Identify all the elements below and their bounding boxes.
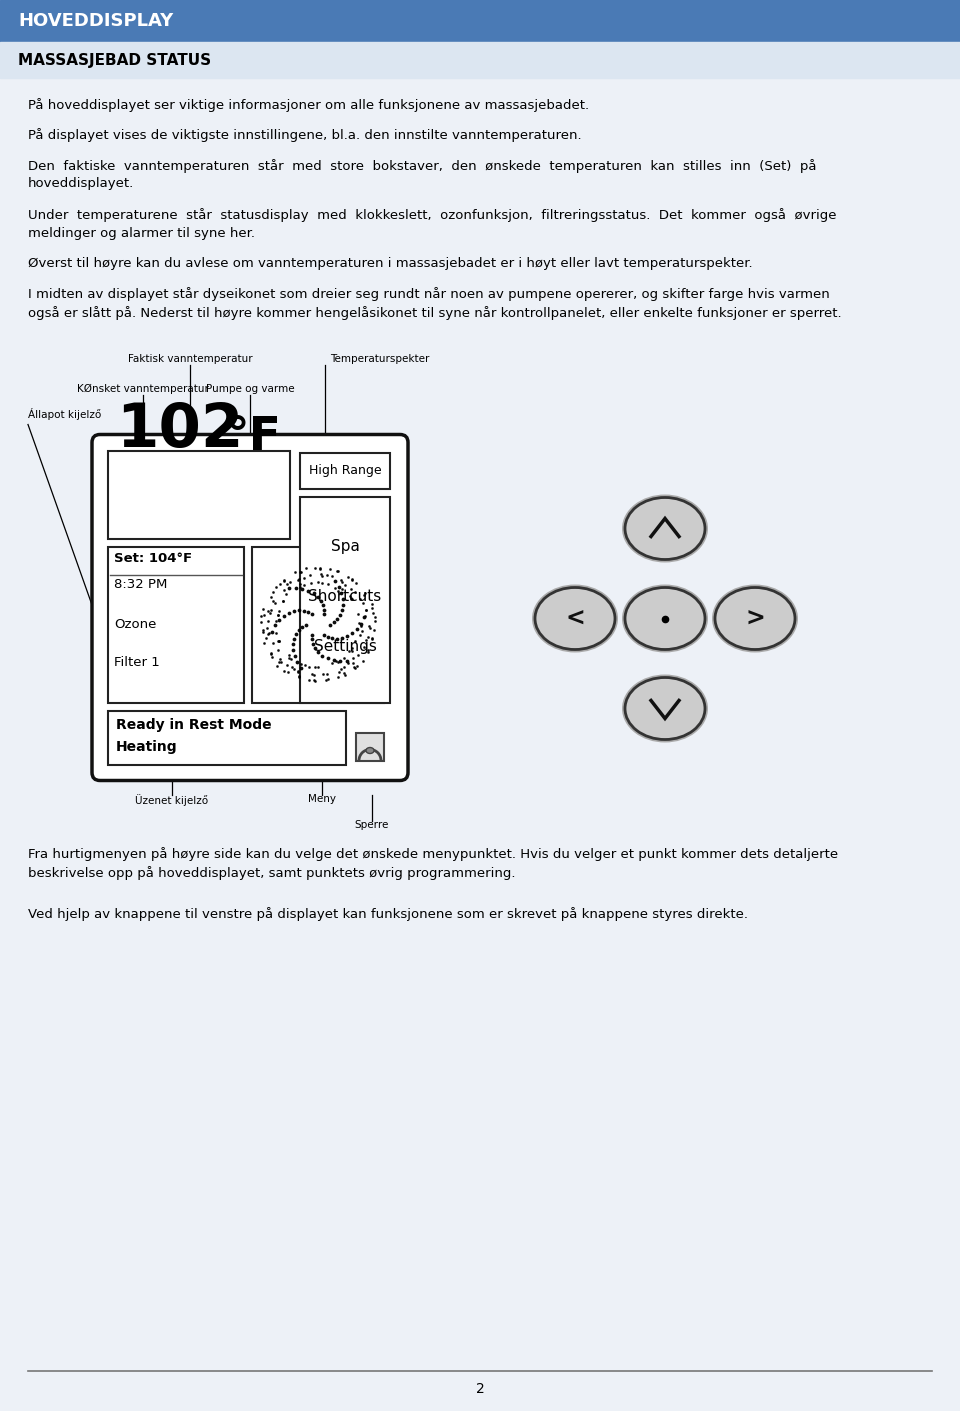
Text: <: < (565, 607, 585, 631)
Text: Ozone: Ozone (114, 618, 156, 632)
Text: Heating: Heating (116, 741, 178, 755)
Text: Ready in Rest Mode: Ready in Rest Mode (116, 718, 272, 732)
Ellipse shape (715, 587, 795, 649)
Text: MASSASJEBAD STATUS: MASSASJEBAD STATUS (18, 52, 211, 68)
Text: Fra hurtigmenyen på høyre side kan du velge det ønskede menypunktet. Hvis du vel: Fra hurtigmenyen på høyre side kan du ve… (28, 848, 838, 862)
Ellipse shape (535, 587, 615, 649)
Ellipse shape (712, 584, 798, 652)
Text: High Range: High Range (309, 464, 381, 477)
Text: På hoveddisplayet ser viktige informasjoner om alle funksjonene av massasjebadet: På hoveddisplayet ser viktige informasjo… (28, 97, 589, 111)
Text: Filter 1: Filter 1 (114, 656, 159, 669)
Text: beskrivelse opp på hoveddisplayet, samt punktets øvrig programmering.: beskrivelse opp på hoveddisplayet, samt … (28, 866, 516, 880)
Bar (108, 546, 244, 703)
Bar (300, 497, 390, 703)
Text: KØnsket vanntemperatur: KØnsket vanntemperatur (77, 384, 209, 395)
Text: Settings: Settings (314, 639, 376, 655)
Bar (300, 453, 390, 488)
Ellipse shape (622, 494, 708, 563)
Text: Meny: Meny (308, 794, 336, 804)
Text: Shortcuts: Shortcuts (308, 588, 382, 604)
Text: °F: °F (226, 415, 282, 460)
Text: Üzenet kijelző: Üzenet kijelző (135, 794, 208, 807)
Bar (252, 546, 384, 703)
Text: I midten av displayet står dyseikonet som dreier seg rundt når noen av pumpene o: I midten av displayet står dyseikonet so… (28, 288, 829, 302)
Text: 8:32 PM: 8:32 PM (114, 579, 167, 591)
Ellipse shape (622, 584, 708, 652)
Ellipse shape (532, 584, 618, 652)
Ellipse shape (625, 677, 705, 739)
Text: Under  temperaturene  står  statusdisplay  med  klokkeslett,  ozonfunksjon,  fil: Under temperaturene står statusdisplay m… (28, 207, 836, 222)
FancyBboxPatch shape (92, 435, 408, 780)
Text: hoveddisplayet.: hoveddisplayet. (28, 178, 134, 190)
Text: Sperre: Sperre (355, 821, 389, 831)
Bar (108, 450, 290, 539)
Bar (0, 0, 960, 42)
Text: meldinger og alarmer til syne her.: meldinger og alarmer til syne her. (28, 227, 255, 240)
Text: 2: 2 (475, 1381, 485, 1395)
Ellipse shape (622, 674, 708, 742)
Text: 102: 102 (116, 402, 244, 460)
Bar (108, 711, 346, 765)
Bar (356, 732, 384, 761)
Text: Øverst til høyre kan du avlese om vanntemperaturen i massasjebadet er i høyt ell: Øverst til høyre kan du avlese om vannte… (28, 257, 753, 270)
Text: også er slått på. Nederst til høyre kommer hengelåsikonet til syne når kontrollp: også er slått på. Nederst til høyre komm… (28, 306, 842, 320)
Text: Ved hjelp av knappene til venstre på displayet kan funksjonene som er skrevet på: Ved hjelp av knappene til venstre på dis… (28, 907, 748, 921)
Text: Temperaturspekter: Temperaturspekter (330, 354, 429, 364)
Text: På displayet vises de viktigste innstillingene, bl.a. den innstilte vanntemperat: På displayet vises de viktigste innstill… (28, 128, 582, 143)
Text: Állapot kijelző: Állapot kijelző (28, 409, 101, 420)
Ellipse shape (366, 748, 374, 753)
Text: Pumpe og varme: Pumpe og varme (205, 385, 295, 395)
Bar (0, 42, 960, 78)
Text: Set: 104°F: Set: 104°F (114, 553, 192, 566)
Text: Faktisk vanntemperatur: Faktisk vanntemperatur (128, 354, 252, 364)
Text: Spa: Spa (330, 539, 359, 555)
Ellipse shape (625, 587, 705, 649)
Text: Den  faktiske  vanntemperaturen  står  med  store  bokstaver,  den  ønskede  tem: Den faktiske vanntemperaturen står med s… (28, 159, 817, 174)
Ellipse shape (625, 498, 705, 560)
Text: >: > (745, 607, 765, 631)
Text: HOVEDDISPLAY: HOVEDDISPLAY (18, 13, 173, 30)
